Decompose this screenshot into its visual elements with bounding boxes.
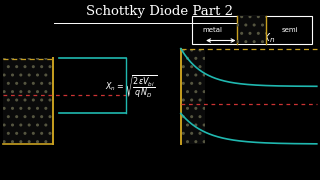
- Bar: [3, 58, 53, 144]
- Bar: [3, 58, 53, 144]
- Bar: [181, 49, 205, 144]
- Bar: [181, 49, 205, 144]
- Text: semi: semi: [281, 27, 298, 33]
- Text: $X_n$: $X_n$: [262, 31, 276, 45]
- Text: Schottky Diode Part 2: Schottky Diode Part 2: [86, 5, 234, 18]
- Bar: [237, 16, 266, 44]
- Bar: [237, 16, 266, 44]
- Text: $X_n = \sqrt{\dfrac{2\epsilon V_{bi}}{qN_D}}$: $X_n = \sqrt{\dfrac{2\epsilon V_{bi}}{qN…: [105, 73, 157, 100]
- Bar: [192, 16, 312, 44]
- Text: metal: metal: [203, 27, 223, 33]
